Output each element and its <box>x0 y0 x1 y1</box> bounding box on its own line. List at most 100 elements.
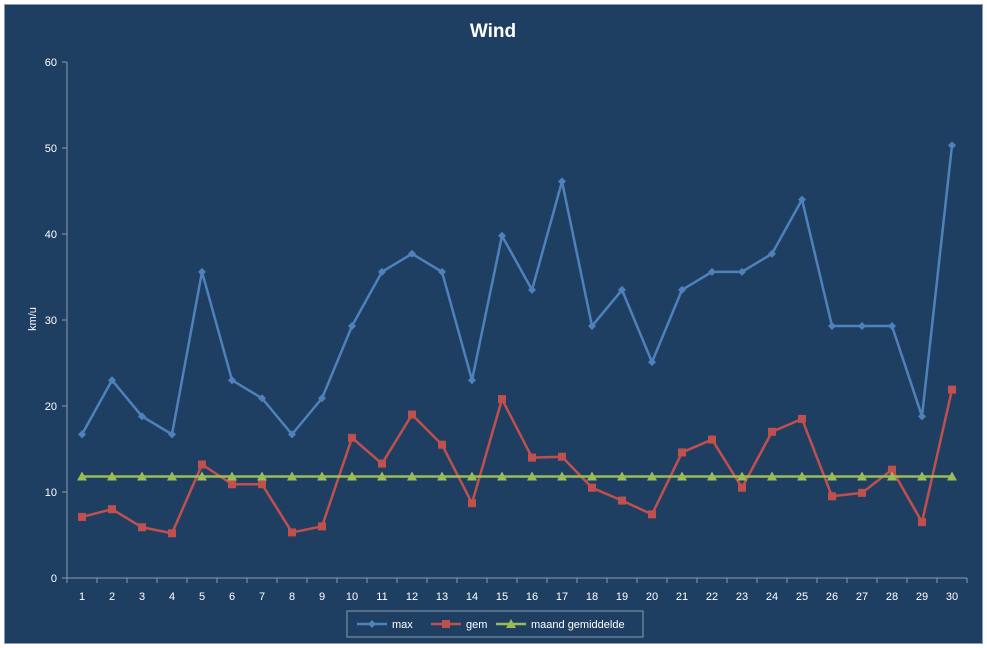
series-line-gem <box>81 389 954 535</box>
data-point-gem <box>948 385 956 394</box>
data-point-maand-gemiddelde <box>347 471 357 481</box>
data-point-max <box>918 412 926 421</box>
data-point-max <box>258 394 266 403</box>
x-tick-label: 3 <box>139 591 145 603</box>
data-point-max <box>648 358 656 367</box>
data-point-maand-gemiddelde <box>227 471 237 481</box>
data-point-maand-gemiddelde <box>917 471 927 481</box>
data-point-max <box>108 376 116 385</box>
x-tick-label: 5 <box>199 591 205 603</box>
data-point-maand-gemiddelde <box>557 471 567 481</box>
legend-marker-max <box>368 620 376 628</box>
data-point-maand-gemiddelde <box>707 471 717 481</box>
data-point-max <box>78 430 86 439</box>
data-point-gem <box>438 440 446 449</box>
data-point-max <box>318 394 326 403</box>
x-tick-label: 8 <box>289 591 295 603</box>
data-point-max <box>138 412 146 421</box>
data-point-maand-gemiddelde <box>527 471 537 481</box>
data-point-gem <box>798 414 806 423</box>
data-point-maand-gemiddelde <box>497 471 507 481</box>
data-point-gem <box>378 459 386 468</box>
data-point-gem <box>768 427 776 436</box>
y-tick-label: 40 <box>45 229 57 241</box>
data-point-max <box>198 267 206 276</box>
data-point-gem <box>168 529 176 538</box>
data-point-maand-gemiddelde <box>317 471 327 481</box>
data-point-gem <box>918 518 926 527</box>
data-point-max <box>948 141 956 150</box>
legend-label-max: max <box>392 619 413 631</box>
y-axis-label: km/u <box>27 307 39 331</box>
x-tick-label: 22 <box>706 591 718 603</box>
data-point-max <box>678 285 686 294</box>
data-point-max <box>168 430 176 439</box>
data-point-gem <box>258 480 266 489</box>
y-tick-label: 10 <box>45 487 57 499</box>
data-point-maand-gemiddelde <box>467 471 477 481</box>
data-point-gem <box>618 496 626 505</box>
data-point-maand-gemiddelde <box>587 471 597 481</box>
x-tick-label: 16 <box>526 591 538 603</box>
data-point-gem <box>228 480 236 489</box>
data-point-maand-gemiddelde <box>947 471 957 481</box>
x-tick-label: 25 <box>796 591 808 603</box>
data-point-gem <box>738 483 746 492</box>
data-point-maand-gemiddelde <box>647 471 657 481</box>
data-point-max <box>828 322 836 331</box>
data-point-maand-gemiddelde <box>797 471 807 481</box>
x-tick-label: 18 <box>586 591 598 603</box>
data-point-max <box>498 231 506 240</box>
legend-marker-maand-gemiddelde <box>506 619 516 628</box>
x-tick-label: 2 <box>109 591 115 603</box>
data-point-gem <box>138 523 146 532</box>
series-gem <box>78 385 956 538</box>
y-tick-label: 0 <box>51 573 57 585</box>
y-tick-label: 20 <box>45 401 57 413</box>
data-point-max <box>288 430 296 439</box>
data-point-max <box>888 322 896 331</box>
x-tick-label: 26 <box>826 591 838 603</box>
x-tick-label: 1 <box>79 591 85 603</box>
x-tick-label: 24 <box>766 591 778 603</box>
x-tick-label: 30 <box>946 591 958 603</box>
data-point-max <box>558 177 566 186</box>
data-point-max <box>738 267 746 276</box>
data-point-gem <box>468 499 476 508</box>
data-point-max <box>858 322 866 331</box>
y-tick-label: 60 <box>45 57 57 69</box>
data-point-max <box>468 376 476 385</box>
x-tick-label: 19 <box>616 591 628 603</box>
data-point-max <box>768 249 776 258</box>
data-point-maand-gemiddelde <box>197 471 207 481</box>
data-point-gem <box>318 522 326 531</box>
x-tick-label: 10 <box>346 591 358 603</box>
data-point-gem <box>348 433 356 442</box>
data-point-gem <box>858 488 866 497</box>
data-point-gem <box>198 460 206 469</box>
legend-marker-gem <box>442 620 450 628</box>
data-point-gem <box>528 453 536 462</box>
x-tick-label: 14 <box>466 591 478 603</box>
series-max <box>78 141 956 439</box>
data-point-maand-gemiddelde <box>377 471 387 481</box>
data-point-max <box>378 267 386 276</box>
data-point-maand-gemiddelde <box>257 471 267 481</box>
data-point-maand-gemiddelde <box>407 471 417 481</box>
legend: max gem maand gemiddelde <box>346 610 644 638</box>
data-point-max <box>528 285 536 294</box>
x-tick-label: 23 <box>736 591 748 603</box>
data-point-gem <box>108 505 116 514</box>
x-tick-label: 21 <box>676 591 688 603</box>
y-tick-label: 30 <box>45 315 57 327</box>
data-point-gem <box>288 528 296 537</box>
x-tick-label: 4 <box>169 591 175 603</box>
data-point-maand-gemiddelde <box>107 471 117 481</box>
data-point-maand-gemiddelde <box>77 471 87 481</box>
data-point-max <box>798 195 806 204</box>
data-point-maand-gemiddelde <box>857 471 867 481</box>
data-point-gem <box>888 465 896 474</box>
data-point-gem <box>498 395 506 404</box>
